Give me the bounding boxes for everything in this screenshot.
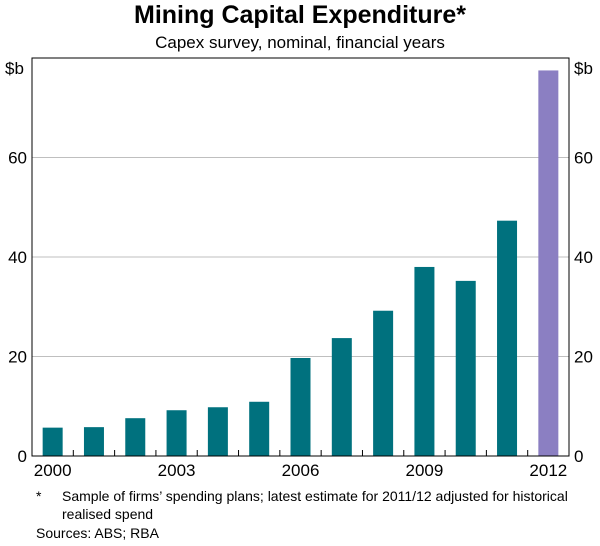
y-axis-ticks: 0 0 20 20 40 40 60 60 <box>8 149 593 467</box>
x-axis-ticks: 2000 2003 2006 2009 2012 <box>34 450 567 480</box>
x-tick-label: 2009 <box>406 461 444 480</box>
chart-title: Mining Capital Expenditure* <box>134 1 466 29</box>
y-tick-label-left: 60 <box>8 149 27 168</box>
x-tick-label: 2006 <box>282 461 320 480</box>
sources-note: Sources: ABS; RBA <box>36 525 159 541</box>
y-tick-label-right: 40 <box>574 248 593 267</box>
chart-subtitle: Capex survey, nominal, financial years <box>155 33 445 52</box>
x-tick-label: 2000 <box>34 461 72 480</box>
bar-2011 <box>497 220 518 456</box>
bar-2001 <box>83 427 104 456</box>
footnote: * Sample of firms’ spending plans; lates… <box>36 487 596 523</box>
bar-2007 <box>331 338 352 456</box>
y-tick-label-left: 20 <box>8 348 27 367</box>
bar-2009 <box>414 266 435 456</box>
x-tick-label: 2012 <box>529 461 567 480</box>
bar-2000 <box>42 427 63 456</box>
y-tick-label-right: 60 <box>574 149 593 168</box>
x-tick-label: 2003 <box>158 461 196 480</box>
bar-2006 <box>290 357 311 456</box>
y-tick-label-right: 0 <box>574 447 583 466</box>
y-unit-label-left: $b <box>5 59 24 78</box>
bars <box>42 70 559 456</box>
bar-2012 <box>538 70 559 456</box>
plot-frame <box>31 57 570 457</box>
y-tick-label-left: 0 <box>18 447 27 466</box>
y-tick-label-left: 40 <box>8 248 27 267</box>
bar-2002 <box>125 418 146 456</box>
bar-2008 <box>373 310 394 456</box>
bar-2005 <box>249 401 270 456</box>
bar-2010 <box>455 280 476 456</box>
y-tick-label-right: 20 <box>574 348 593 367</box>
bar-2003 <box>166 410 187 456</box>
footnote-marker: * <box>36 488 42 504</box>
footnote-text: Sample of firms’ spending plans; latest … <box>62 488 568 522</box>
bar-2004 <box>207 407 228 456</box>
gridlines <box>32 157 569 357</box>
y-unit-label-right: $b <box>574 59 593 78</box>
